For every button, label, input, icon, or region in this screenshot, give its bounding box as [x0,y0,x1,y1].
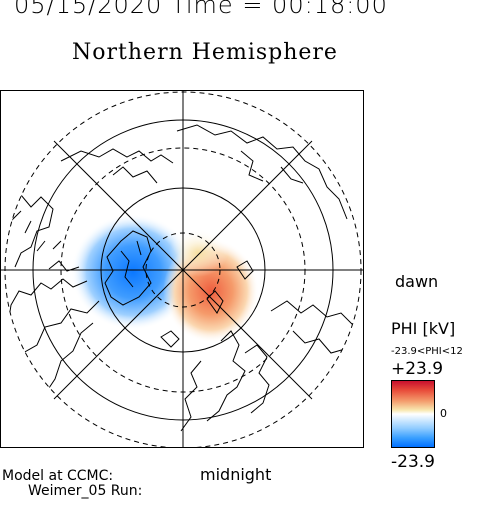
midnight-label: midnight [200,465,272,484]
colorbar-zero-label: 0 [440,407,447,420]
date-time-header: 05/15/2020 Time = 00:18:00 [14,0,388,19]
run-label: Weimer_05 Run: [28,483,143,499]
colorbar-min-label: -23.9 [391,452,435,472]
colorbar-title: PHI [kV] [391,319,456,338]
meridian-lines [1,91,363,447]
dawn-label: dawn [395,272,439,291]
colorbar-range-text: -23.9<PHI<12 [391,346,463,357]
polar-map [1,91,363,447]
coastlines [5,124,356,432]
model-label: Model at CCMC: [2,468,114,484]
polar-map-frame [0,90,364,448]
colorbar-max-label: +23.9 [391,359,444,379]
potential-pattern [71,214,259,343]
plot-title: Northern Hemisphere [72,40,338,65]
colorbar [391,380,435,448]
